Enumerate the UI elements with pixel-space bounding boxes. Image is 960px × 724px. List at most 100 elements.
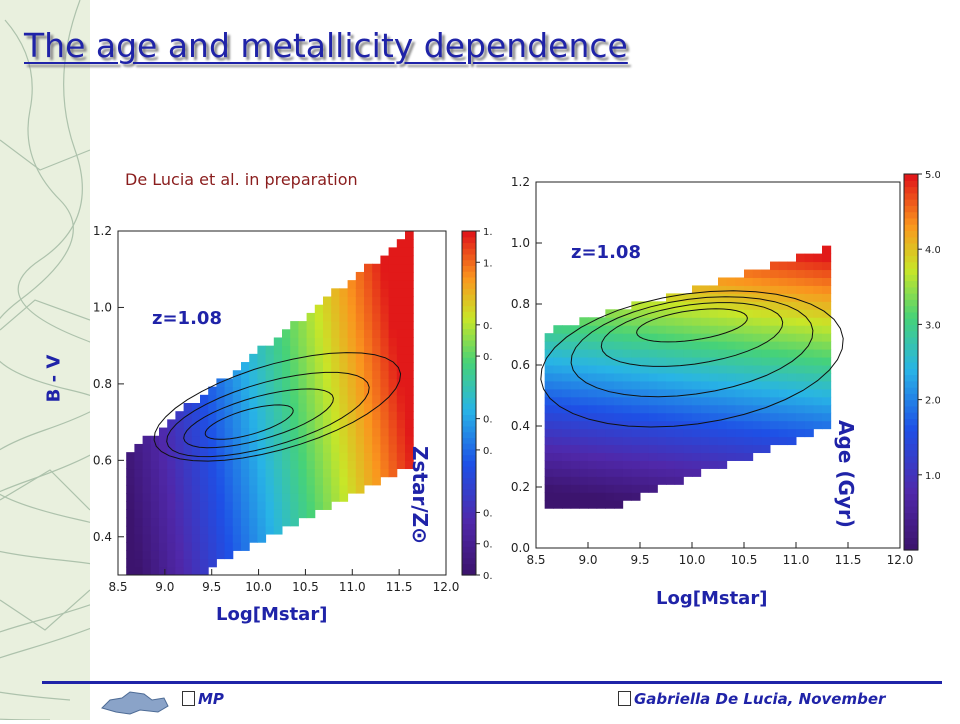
heat-cell	[331, 394, 340, 404]
heat-cell	[134, 566, 144, 576]
heat-cell	[761, 412, 771, 422]
heat-cell	[752, 428, 762, 438]
heat-cell	[290, 460, 299, 470]
heat-cell	[562, 452, 572, 461]
heat-cell	[692, 309, 702, 318]
heat-cell	[282, 370, 291, 379]
colorbar-tick-label: 3.0	[925, 320, 940, 331]
heat-cell	[396, 452, 406, 461]
heat-cell	[640, 333, 650, 342]
x-tick-label: 11.0	[339, 580, 366, 594]
heat-cell	[614, 412, 624, 422]
heat-cell	[331, 452, 340, 461]
heat-cell	[159, 476, 168, 486]
heat-cell	[142, 509, 152, 519]
heat-cell	[588, 404, 598, 414]
heat-cell	[372, 452, 381, 461]
heat-cell	[347, 362, 357, 371]
heat-cell	[216, 386, 226, 396]
heat-cell	[175, 411, 185, 420]
heat-cell	[273, 493, 283, 502]
heat-cell	[761, 396, 771, 406]
y-tick-label: 0.4	[511, 419, 530, 433]
heat-cell	[257, 501, 267, 510]
colorbar-segment	[904, 368, 918, 376]
heat-cell	[150, 452, 160, 461]
heat-cell	[822, 388, 832, 398]
heat-cell	[364, 419, 373, 429]
heat-cell	[804, 396, 814, 406]
heat-cell	[588, 436, 598, 446]
contour-line	[600, 302, 784, 367]
heat-cell	[331, 337, 340, 347]
heat-cell	[657, 301, 667, 310]
heat-cell	[388, 370, 398, 379]
heat-cell	[323, 452, 332, 461]
heat-cell	[562, 404, 572, 414]
heat-cell	[380, 468, 390, 478]
heat-cell	[323, 460, 332, 470]
heat-cell	[718, 317, 728, 326]
heat-cell	[674, 420, 684, 430]
heat-cell	[282, 394, 291, 404]
heat-cell	[796, 317, 806, 326]
colorbar-segment	[904, 355, 918, 363]
heat-cell	[562, 468, 572, 477]
heat-cell	[200, 476, 209, 486]
heat-cell	[257, 534, 267, 543]
heat-cell	[150, 550, 160, 560]
heat-cell	[364, 304, 373, 314]
heat-cell	[692, 349, 702, 358]
heat-cell	[249, 468, 258, 478]
heat-cell	[290, 493, 299, 502]
heat-cell	[257, 386, 267, 396]
heat-cell	[683, 325, 693, 334]
heat-cell	[191, 419, 201, 429]
heat-cell	[314, 493, 324, 502]
heat-cell	[183, 517, 193, 527]
colorbar-segment	[462, 569, 476, 576]
heat-cell	[752, 349, 762, 358]
colorbar-segment	[462, 259, 476, 266]
colorbar-segment	[904, 499, 918, 507]
heat-cell	[142, 542, 152, 551]
heat-cell	[388, 452, 398, 461]
heat-cell	[570, 365, 580, 374]
heat-cell	[306, 394, 316, 404]
heat-cell	[200, 460, 209, 470]
heat-cell	[183, 534, 193, 543]
heat-cell	[770, 325, 780, 334]
heat-cell	[175, 501, 185, 510]
heat-cell	[265, 484, 275, 494]
heat-cell	[134, 550, 144, 560]
heat-cell	[126, 566, 135, 576]
heat-cell	[657, 380, 667, 390]
heat-cell	[183, 509, 193, 519]
heat-cell	[347, 288, 357, 298]
colorbar-segment	[462, 546, 476, 553]
heat-cell	[290, 403, 299, 412]
heat-cell	[640, 325, 650, 334]
heat-cell	[167, 427, 176, 437]
heat-cell	[339, 394, 349, 404]
heat-cell	[622, 325, 632, 334]
heat-cell	[224, 419, 234, 429]
heat-cell	[126, 501, 135, 510]
heat-cell	[273, 484, 283, 494]
heat-cell	[339, 288, 349, 298]
heat-cell	[657, 444, 667, 454]
heat-cell	[216, 476, 226, 486]
heat-cell	[241, 443, 250, 453]
heat-cell	[339, 435, 349, 445]
y-tick-label: 1.0	[93, 300, 112, 314]
x-tick-label: 9.5	[630, 553, 649, 567]
heat-cell	[388, 345, 398, 355]
heat-cell	[588, 492, 598, 501]
heat-cell	[290, 427, 299, 437]
heat-cell	[388, 435, 398, 445]
heat-cell	[298, 468, 308, 478]
heat-cell	[683, 333, 693, 342]
heat-cell	[744, 404, 754, 414]
heat-cell	[692, 333, 702, 342]
heat-cell	[224, 386, 234, 396]
